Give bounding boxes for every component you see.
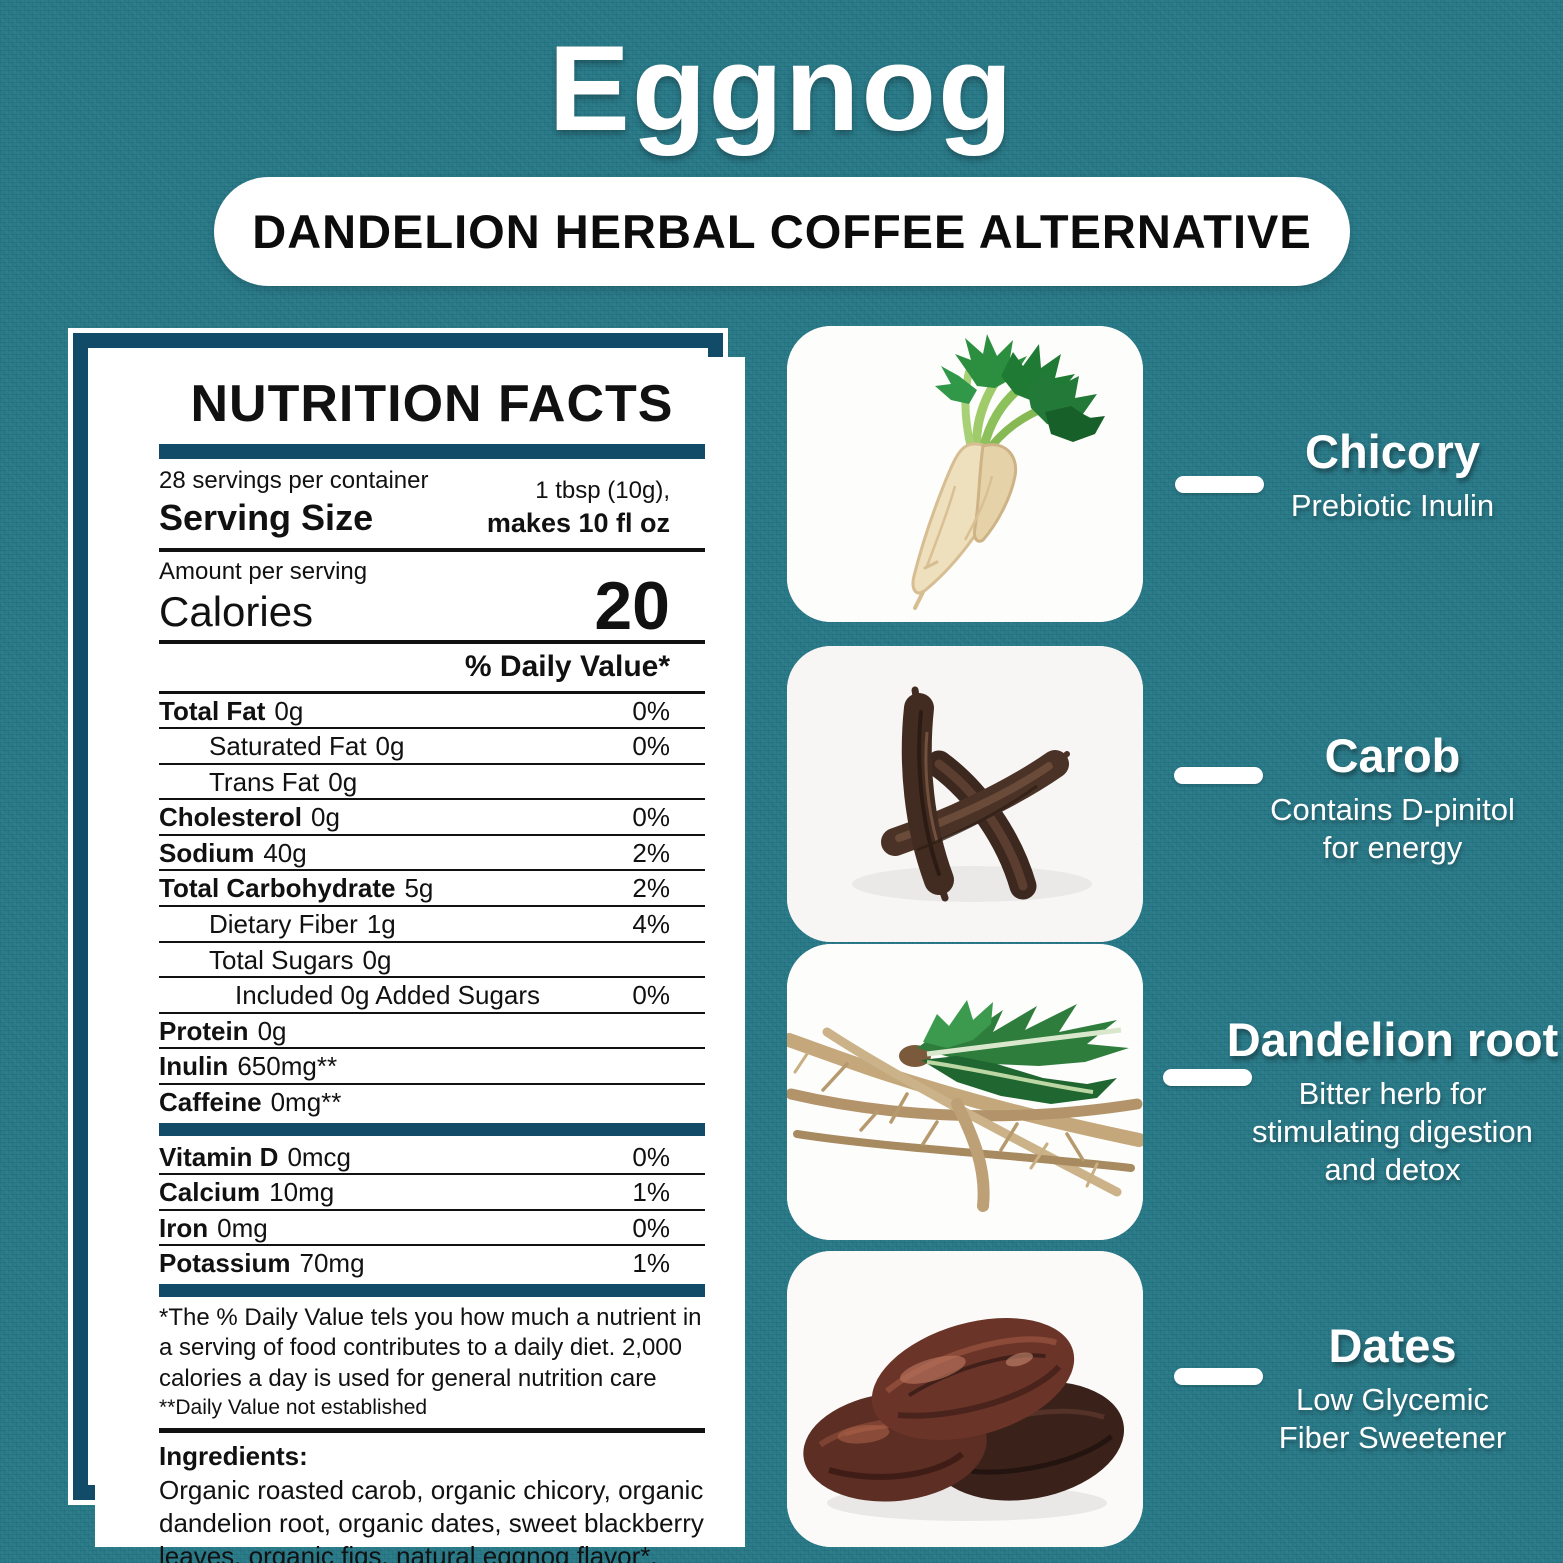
nutrient-row-added-sugars: Included 0g Added Sugars 0% — [159, 978, 705, 1014]
dates-connector-dash — [1174, 1368, 1263, 1385]
calories-label: Calories — [159, 587, 314, 635]
dv-not-established-note: **Daily Value not established — [159, 1396, 428, 1420]
label-divider-bar-bottom — [159, 1283, 705, 1297]
nutrient-row-inulin: Inulin 650mg** — [159, 1049, 705, 1085]
dates-description: Low Glycemic Fiber Sweetener — [1278, 1382, 1507, 1455]
daily-value-header: % Daily Value* — [159, 644, 705, 694]
serving-size-value-line2: makes 10 fl oz — [486, 507, 670, 538]
nutrient-row-sodium: Sodium 40g 2% — [159, 836, 705, 872]
label-divider-bar-top — [159, 443, 705, 459]
ingredients-divider — [159, 1428, 705, 1434]
nutrient-row-vitamin-d: Vitamin D 0mcg 0% — [159, 1140, 705, 1176]
daily-value-footnote: *The % Daily Value tels you how much a n… — [159, 1303, 702, 1392]
calories-value: 20 — [594, 567, 670, 644]
dandelion-root-image — [787, 944, 1143, 1240]
label-divider-bar-middle — [159, 1122, 705, 1136]
carob-description: Contains D-pinitol for energy — [1270, 792, 1515, 865]
chicory-callout: Chicory Prebiotic Inulin — [1220, 424, 1563, 525]
nutrient-row-trans-fat: Trans Fat 0g — [159, 765, 705, 801]
dates-image — [787, 1251, 1143, 1547]
nutrient-row-potassium: Potassium 70mg 1% — [159, 1248, 670, 1279]
carob-image — [787, 646, 1143, 942]
nutrient-row-iron: Iron 0mg 0% — [159, 1211, 705, 1247]
amount-per-serving-label: Amount per serving — [159, 557, 368, 585]
serving-size-value-line1: 1 tbsp (10g), — [535, 476, 670, 504]
nutrient-row-total-sugars: Total Sugars 0g — [159, 943, 705, 979]
dandelion-connector-dash — [1163, 1069, 1252, 1086]
carob-image-card — [787, 646, 1143, 942]
nutrition-facts-title: NUTRITION FACTS — [190, 375, 674, 433]
product-subtitle: DANDELION HERBAL COFFEE ALTERNATIVE — [252, 205, 1312, 258]
serving-size-row: 28 servings per container Serving Size 1… — [159, 459, 705, 552]
chicory-connector-dash — [1175, 476, 1264, 493]
chicory-image — [787, 326, 1143, 622]
nutrient-row-protein: Protein 0g — [159, 1014, 705, 1050]
dandelion-root-name: Dandelion root — [1226, 1013, 1559, 1066]
ingredients-heading: Ingredients: — [159, 1441, 308, 1472]
dandelion-root-description: Bitter herb for stimulating digestion an… — [1252, 1076, 1533, 1187]
carob-connector-dash — [1174, 767, 1263, 784]
calories-row: Amount per serving Calories 20 — [159, 552, 705, 644]
carob-callout: Carob Contains D-pinitol for energy — [1220, 728, 1563, 867]
nutrient-row-saturated-fat: Saturated Fat 0g 0% — [159, 729, 705, 765]
nutrition-facts-label: NUTRITION FACTS 28 servings per containe… — [95, 357, 745, 1563]
dates-callout: Dates Low Glycemic Fiber Sweetener — [1220, 1318, 1563, 1457]
nutrient-row-total-carbohydrate: Total Carbohydrate 5g 2% — [159, 871, 705, 908]
dandelion-root-callout: Dandelion root Bitter herb for stimulati… — [1220, 1012, 1563, 1188]
servings-per-container: 28 servings per container — [159, 466, 429, 494]
dates-name: Dates — [1328, 1319, 1457, 1372]
dates-image-card — [787, 1251, 1143, 1547]
product-flavor-title: Eggnog — [548, 20, 1015, 156]
dandelion-root-image-card — [787, 944, 1143, 1240]
nutrient-row-dietary-fiber: Dietary Fiber 1g 4% — [159, 907, 705, 943]
product-subtitle-banner: DANDELION HERBAL COFFEE ALTERNATIVE — [214, 177, 1350, 286]
chicory-description: Prebiotic Inulin — [1290, 488, 1495, 523]
carob-name: Carob — [1324, 729, 1461, 782]
nutrient-row-total-fat: Total Fat 0g 0% — [159, 694, 705, 730]
nutrient-row-calcium: Calcium 10mg 1% — [159, 1175, 705, 1211]
nutrient-row-caffeine: Caffeine 0mg** — [159, 1086, 342, 1117]
chicory-name: Chicory — [1305, 425, 1480, 478]
ingredients-list: Organic roasted carob, organic chicory, … — [159, 1475, 704, 1563]
nutrient-row-cholesterol: Cholesterol 0g 0% — [159, 800, 705, 836]
serving-size-label: Serving Size — [159, 496, 374, 538]
chicory-image-card — [787, 326, 1143, 622]
